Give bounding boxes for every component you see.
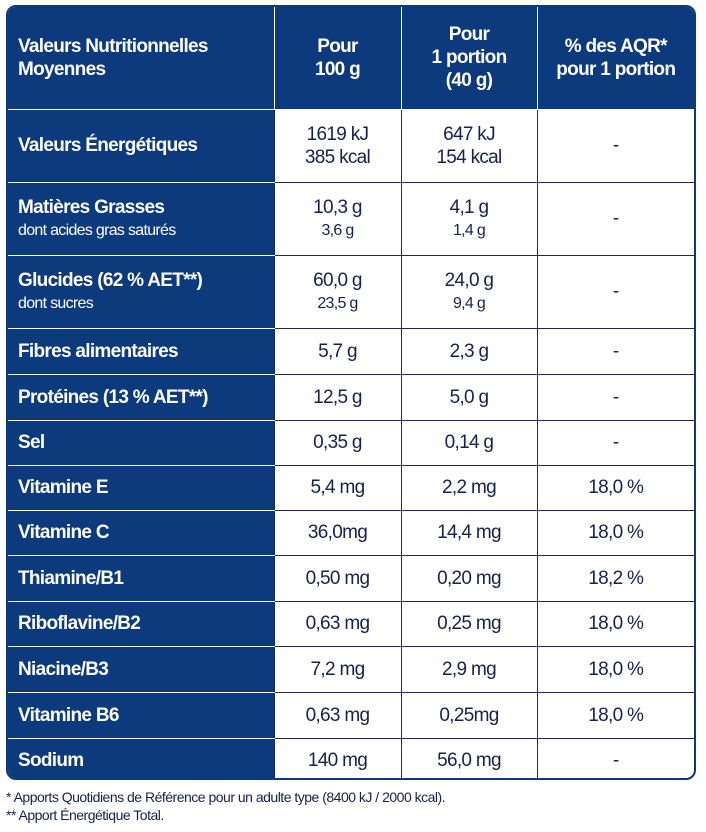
value-aqr: - bbox=[536, 419, 694, 466]
value-per-portion: 24,0 g 9,4 g bbox=[400, 254, 538, 329]
table-row: Valeurs Énergétiques 1619 kJ 385 kcal 647 k… bbox=[8, 108, 694, 183]
nutrient-label: Sodium bbox=[8, 737, 275, 778]
value-aqr: - bbox=[536, 181, 694, 256]
nutrient-label: Matières Grasses dont acides gras saturés bbox=[8, 181, 275, 256]
nutrient-label: Vitamine B6 bbox=[8, 691, 275, 739]
value-per-portion: 14,4 mg bbox=[400, 509, 538, 556]
value-per-100g: 12,5 g bbox=[273, 373, 402, 421]
footnote-aqr: * Apports Quotidiens de Référence pour u… bbox=[6, 789, 446, 805]
value-per-portion: 0,20 mg bbox=[400, 554, 538, 602]
value-per-portion: 2,3 g bbox=[400, 327, 538, 375]
value-per-portion: 2,9 mg bbox=[400, 645, 538, 693]
table-row: Sodium 140 mg 56,0 mg - bbox=[8, 737, 694, 778]
value-per-portion: 5,0 g bbox=[400, 373, 538, 421]
value-per-100g: 5,4 mg bbox=[273, 464, 402, 511]
value-aqr: - bbox=[536, 327, 694, 375]
footnotes: * Apports Quotidiens de Référence pour u… bbox=[6, 788, 446, 824]
nutrient-label: Vitamine E bbox=[8, 464, 275, 511]
value-per-100g: 36,0mg bbox=[273, 509, 402, 556]
value-aqr: 18,2 % bbox=[536, 554, 694, 602]
nutrition-table: Valeurs Nutritionnelles Moyennes Pour 100 … bbox=[6, 5, 696, 780]
nutrient-label: Glucides (62 % AET**) dont sucres bbox=[8, 254, 275, 329]
nutrient-label: Fibres alimentaires bbox=[8, 327, 275, 375]
value-aqr: - bbox=[536, 254, 694, 329]
footnote-aet: ** Apport Énergétique Total. bbox=[6, 807, 164, 823]
value-per-100g: 0,50 mg bbox=[273, 554, 402, 602]
header-per-100g: Pour 100 g bbox=[273, 7, 402, 110]
value-aqr: - bbox=[536, 373, 694, 421]
value-aqr: 18,0 % bbox=[536, 691, 694, 739]
table-row: Sel 0,35 g 0,14 g- bbox=[8, 419, 694, 466]
value-per-portion: 0,14 g bbox=[400, 419, 538, 466]
table-row: Vitamine E 5,4 mg 2,2 mg 18,0 % bbox=[8, 464, 694, 511]
value-aqr: 18,0 % bbox=[536, 600, 694, 647]
value-per-100g: 10,3 g 3,6 g bbox=[273, 181, 402, 256]
table-row: Protéines (13 % AET**) 12,5 g 5,0 g- bbox=[8, 373, 694, 421]
table-row: Vitamine C 36,0mg 14,4 mg 18,0 % bbox=[8, 509, 694, 556]
nutrient-label: Thiamine/B1 bbox=[8, 554, 275, 602]
value-per-100g: 1619 kJ 385 kcal bbox=[273, 108, 402, 183]
table-row: Niacine/B3 7,2 mg 2,9 mg 18,0 % bbox=[8, 645, 694, 693]
nutrient-label: Vitamine C bbox=[8, 509, 275, 556]
value-per-100g: 0,35 g bbox=[273, 419, 402, 466]
value-per-portion: 2,2 mg bbox=[400, 464, 538, 511]
table-row: Riboflavine/B2 0,63 mg 0,25 mg 18,0 % bbox=[8, 600, 694, 647]
value-per-portion: 0,25mg bbox=[400, 691, 538, 739]
table-row: Glucides (62 % AET**) dont sucres 60,0 g 23… bbox=[8, 254, 694, 329]
nutrient-label: Valeurs Énergétiques bbox=[8, 108, 275, 183]
value-aqr: 18,0 % bbox=[536, 645, 694, 693]
value-per-100g: 5,7 g bbox=[273, 327, 402, 375]
nutrient-label: Protéines (13 % AET**) bbox=[8, 373, 275, 421]
value-per-100g: 0,63 mg bbox=[273, 691, 402, 739]
value-per-100g: 60,0 g 23,5 g bbox=[273, 254, 402, 329]
value-per-100g: 140 mg bbox=[273, 737, 402, 778]
header-aqr: % des AQR* pour 1 portion bbox=[536, 7, 694, 110]
value-aqr: 18,0 % bbox=[536, 464, 694, 511]
nutrient-label: Sel bbox=[8, 419, 275, 466]
table-row: Fibres alimentaires 5,7 g 2,3 g- bbox=[8, 327, 694, 375]
nutrient-label: Niacine/B3 bbox=[8, 645, 275, 693]
value-aqr: 18,0 % bbox=[536, 509, 694, 556]
table-row: Matières Grasses dont acides gras saturés… bbox=[8, 181, 694, 256]
value-per-portion: 4,1 g 1,4 g bbox=[400, 181, 538, 256]
table-row: Vitamine B6 0,63 mg 0,25mg 18,0 % bbox=[8, 691, 694, 739]
value-per-100g: 7,2 mg bbox=[273, 645, 402, 693]
header-per-portion: Pour 1 portion (40 g) bbox=[400, 7, 538, 110]
header-row: Valeurs Nutritionnelles Moyennes Pour 100 … bbox=[8, 7, 694, 110]
value-aqr: - bbox=[536, 737, 694, 778]
value-per-portion: 56,0 mg bbox=[400, 737, 538, 778]
value-per-portion: 0,25 mg bbox=[400, 600, 538, 647]
header-nutrients: Valeurs Nutritionnelles Moyennes bbox=[8, 7, 275, 110]
value-aqr: - bbox=[536, 108, 694, 183]
value-per-100g: 0,63 mg bbox=[273, 600, 402, 647]
nutrient-label: Riboflavine/B2 bbox=[8, 600, 275, 647]
table-row: Thiamine/B1 0,50 mg 0,20 mg 18,2 % bbox=[8, 554, 694, 602]
value-per-portion: 647 kJ 154 kcal bbox=[400, 108, 538, 183]
